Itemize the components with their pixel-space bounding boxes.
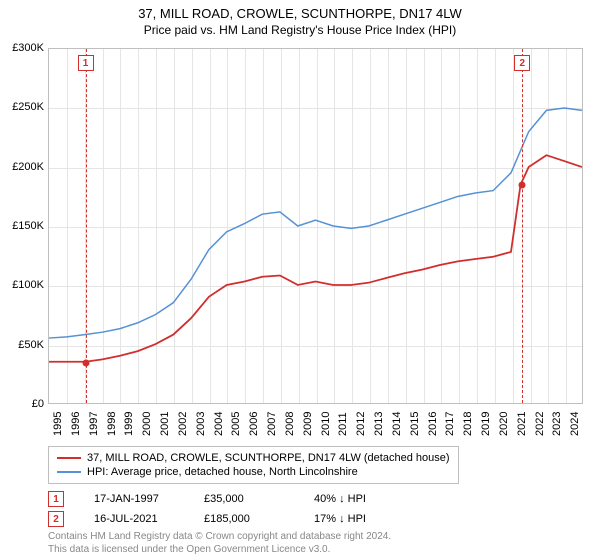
marker-price-1: £35,000 [204, 493, 284, 505]
credits: Contains HM Land Registry data © Crown c… [48, 530, 391, 556]
x-tick-label: 2009 [302, 412, 314, 436]
x-tick-label: 2012 [355, 412, 367, 436]
x-tick-label: 1997 [88, 412, 100, 436]
legend-item-price-paid: 37, MILL ROAD, CROWLE, SCUNTHORPE, DN17 … [57, 451, 450, 465]
x-tick-label: 2021 [516, 412, 528, 436]
marker-badge-2: 2 [48, 511, 64, 527]
marker-vline-2 [522, 49, 523, 403]
x-tick-label: 2016 [427, 412, 439, 436]
x-tick-label: 2001 [159, 412, 171, 436]
x-tick-label: 2014 [391, 412, 403, 436]
marker-label-1: 1 [78, 55, 94, 71]
x-tick-label: 2008 [284, 412, 296, 436]
x-tick-label: 1996 [70, 412, 82, 436]
x-tick-label: 2020 [498, 412, 510, 436]
series-line-price_paid [49, 155, 582, 362]
marker-dot-2 [519, 182, 526, 189]
credit-line-1: Contains HM Land Registry data © Crown c… [48, 530, 391, 543]
x-tick-label: 2006 [248, 412, 260, 436]
x-tick-label: 2022 [534, 412, 546, 436]
series-lines [49, 49, 582, 403]
y-tick-label: £100K [4, 279, 44, 291]
y-tick-label: £250K [4, 101, 44, 113]
marker-info-row-2: 2 16-JUL-2021 £185,000 17% ↓ HPI [48, 511, 394, 527]
x-tick-label: 2003 [195, 412, 207, 436]
x-tick-label: 2023 [551, 412, 563, 436]
x-tick-label: 2007 [266, 412, 278, 436]
x-tick-label: 1999 [123, 412, 135, 436]
plot-area: 12 [48, 48, 583, 404]
marker-vline-1 [86, 49, 87, 403]
chart-title: 37, MILL ROAD, CROWLE, SCUNTHORPE, DN17 … [0, 0, 600, 21]
x-tick-label: 2018 [462, 412, 474, 436]
marker-label-2: 2 [514, 55, 530, 71]
marker-pct-2: 17% ↓ HPI [314, 513, 394, 525]
x-tick-label: 2005 [230, 412, 242, 436]
legend-label-price-paid: 37, MILL ROAD, CROWLE, SCUNTHORPE, DN17 … [87, 452, 450, 464]
legend: 37, MILL ROAD, CROWLE, SCUNTHORPE, DN17 … [48, 446, 459, 484]
x-tick-label: 2000 [141, 412, 153, 436]
x-tick-label: 2002 [177, 412, 189, 436]
x-tick-label: 1998 [106, 412, 118, 436]
legend-item-hpi: HPI: Average price, detached house, Nort… [57, 465, 450, 479]
x-tick-label: 2011 [337, 412, 349, 436]
x-tick-label: 2024 [569, 412, 581, 436]
x-tick-label: 2010 [320, 412, 332, 436]
x-tick-label: 2004 [213, 412, 225, 436]
x-tick-label: 2019 [480, 412, 492, 436]
x-tick-label: 1995 [52, 412, 64, 436]
marker-date-1: 17-JAN-1997 [94, 493, 174, 505]
marker-badge-1: 1 [48, 491, 64, 507]
y-tick-label: £50K [4, 339, 44, 351]
legend-swatch-hpi [57, 471, 81, 473]
marker-date-2: 16-JUL-2021 [94, 513, 174, 525]
marker-price-2: £185,000 [204, 513, 284, 525]
x-tick-label: 2017 [444, 412, 456, 436]
series-line-hpi [49, 108, 582, 338]
y-tick-label: £200K [4, 161, 44, 173]
y-tick-label: £300K [4, 42, 44, 54]
y-tick-label: £150K [4, 220, 44, 232]
credit-line-2: This data is licensed under the Open Gov… [48, 543, 391, 556]
x-tick-label: 2015 [409, 412, 421, 436]
chart-container: 37, MILL ROAD, CROWLE, SCUNTHORPE, DN17 … [0, 0, 600, 560]
legend-label-hpi: HPI: Average price, detached house, Nort… [87, 466, 358, 478]
x-tick-label: 2013 [373, 412, 385, 436]
marker-dot-1 [82, 360, 89, 367]
y-tick-label: £0 [4, 398, 44, 410]
marker-pct-1: 40% ↓ HPI [314, 493, 394, 505]
chart-subtitle: Price paid vs. HM Land Registry's House … [0, 21, 600, 41]
marker-info-row-1: 1 17-JAN-1997 £35,000 40% ↓ HPI [48, 491, 394, 507]
legend-swatch-price-paid [57, 457, 81, 459]
